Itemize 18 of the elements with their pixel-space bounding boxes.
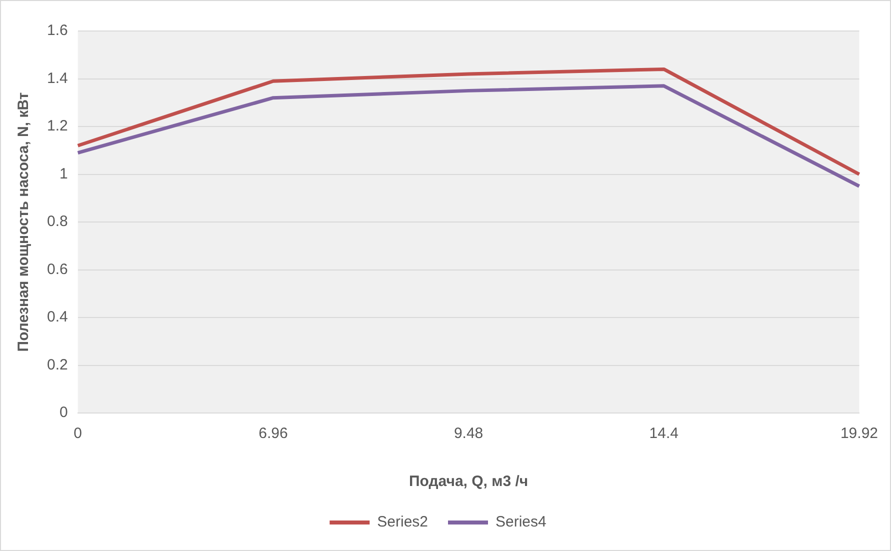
y-tick-label: 0.2 bbox=[46, 356, 68, 374]
x-tick-label: 6.96 bbox=[258, 425, 288, 442]
x-tick-label: 19.92 bbox=[840, 425, 878, 442]
legend-label: Series2 bbox=[377, 514, 428, 531]
y-tick-label: 0 bbox=[60, 404, 68, 422]
x-tick-label: 9.48 bbox=[454, 425, 484, 442]
y-tick-label: 1 bbox=[60, 165, 68, 182]
y-tick-label: 0.4 bbox=[46, 308, 68, 326]
y-tick-label: 1.4 bbox=[46, 70, 68, 87]
legend-label: Series4 bbox=[496, 514, 546, 531]
x-tick-label: 14.4 bbox=[649, 425, 678, 442]
y-axis-title: Полезная мощность насоса, N, кВт bbox=[15, 92, 32, 352]
y-tick-label: 0.8 bbox=[46, 213, 68, 230]
x-tick-label: 0 bbox=[74, 425, 82, 442]
y-tick-label: 1.2 bbox=[46, 118, 68, 135]
y-tick-label: 1.6 bbox=[46, 22, 68, 40]
y-tick-label: 0.6 bbox=[46, 260, 68, 278]
x-axis-title: Подача, Q, м3 /ч bbox=[408, 473, 528, 490]
